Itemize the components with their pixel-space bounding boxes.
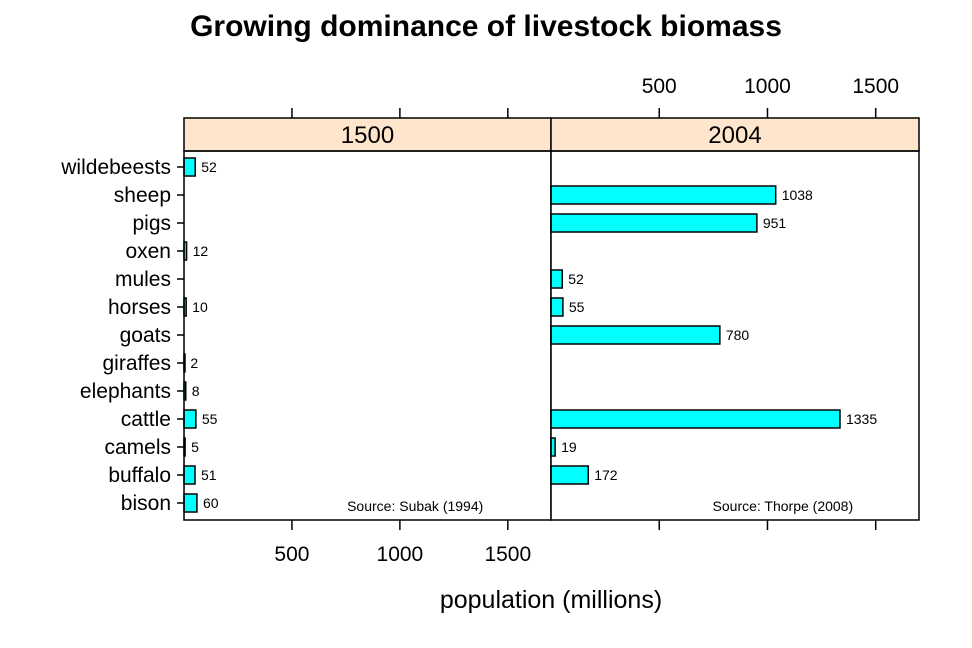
data-label-1500-camels: 5 <box>191 439 199 455</box>
y-tick-label-buffalo: buffalo <box>108 464 171 487</box>
y-tick-label-camels: camels <box>104 436 171 459</box>
data-label-2004-buffalo: 172 <box>594 467 618 483</box>
y-tick-label-horses: horses <box>108 296 171 319</box>
x-tick-label-top-500: 500 <box>642 75 677 98</box>
chart-title: Growing dominance of livestock biomass <box>190 10 782 43</box>
x-tick-label-bottom-1000: 1000 <box>377 543 424 566</box>
bar-2004-mules <box>550 269 564 289</box>
strip-label-2004: 2004 <box>708 122 761 149</box>
data-label-1500-horses: 10 <box>192 299 208 315</box>
bar-1500-wildebeests <box>183 157 196 177</box>
data-label-2004-camels: 19 <box>561 439 577 455</box>
y-tick-label-wildebeests: wildebeests <box>60 156 171 179</box>
bar-2004-cattle <box>550 409 841 429</box>
bar-1500-cattle <box>183 409 197 429</box>
data-label-2004-horses: 55 <box>569 299 585 315</box>
bar-2004-goats <box>550 325 721 345</box>
source-note-2004: Source: Thorpe (2008) <box>713 498 854 514</box>
y-tick-label-cattle: cattle <box>121 408 171 431</box>
data-label-1500-oxen: 12 <box>193 243 209 259</box>
data-label-1500-buffalo: 51 <box>201 467 217 483</box>
data-label-2004-mules: 52 <box>568 271 584 287</box>
data-label-2004-sheep: 1038 <box>782 187 813 203</box>
x-axis-label: population (millions) <box>440 586 662 614</box>
data-label-2004-goats: 780 <box>726 327 750 343</box>
bar-2004-horses <box>550 297 564 317</box>
x-tick-label-bottom-500: 500 <box>274 543 309 566</box>
y-tick-label-pigs: pigs <box>132 212 171 235</box>
panel-frame-2004 <box>550 150 920 521</box>
data-label-1500-wildebeests: 52 <box>201 159 217 175</box>
y-tick-label-goats: goats <box>120 324 171 347</box>
x-tick-label-top-1500: 1500 <box>852 75 899 98</box>
y-tick-label-oxen: oxen <box>125 240 171 263</box>
panel-frame-1500 <box>183 150 552 521</box>
data-label-1500-giraffes: 2 <box>190 355 198 371</box>
x-tick-label-bottom-1500: 1500 <box>484 543 531 566</box>
x-tick-label-top-1000: 1000 <box>744 75 791 98</box>
bar-1500-bison <box>183 493 198 513</box>
bar-2004-pigs <box>550 213 758 233</box>
data-label-1500-bison: 60 <box>203 495 219 511</box>
data-label-1500-cattle: 55 <box>202 411 218 427</box>
data-label-2004-pigs: 951 <box>763 215 787 231</box>
strip-label-1500: 1500 <box>341 122 394 149</box>
y-tick-label-giraffes: giraffes <box>103 352 172 375</box>
data-label-2004-cattle: 1335 <box>846 411 877 427</box>
bar-1500-buffalo <box>183 465 196 485</box>
bar-2004-buffalo <box>550 465 589 485</box>
y-tick-label-mules: mules <box>115 268 171 291</box>
y-tick-label-sheep: sheep <box>114 184 171 207</box>
bar-2004-sheep <box>550 185 777 205</box>
data-label-1500-elephants: 8 <box>192 383 200 399</box>
y-tick-label-elephants: elephants <box>80 380 171 403</box>
source-note-1500: Source: Subak (1994) <box>347 498 483 514</box>
chart-marks: bison buffalo camels cattle elephants giraffe… <box>60 75 920 566</box>
y-tick-label-bison: bison <box>121 492 171 515</box>
